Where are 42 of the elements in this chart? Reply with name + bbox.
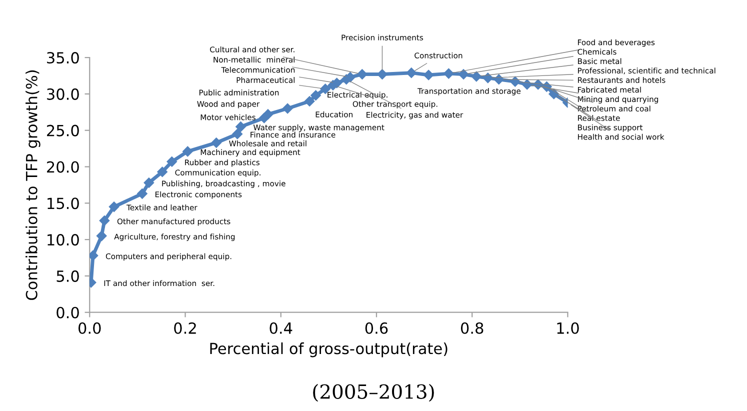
x-tick-label: 0.2 [174,322,196,334]
y-tick-label: 15.0 [48,198,79,210]
point [99,216,110,226]
y-tick-label: 10.0 [48,234,79,246]
point [444,68,454,79]
point [262,109,274,120]
y-tick-label: 0.0 [56,306,79,318]
y-tick-label: 20.0 [47,161,79,173]
point [471,71,482,82]
text: (2005–2013) [313,384,434,402]
point [310,90,321,101]
point [108,202,120,212]
x-axis-title: Percential of gross-output(rate) [210,342,448,358]
point [458,69,469,80]
point [96,230,107,242]
point [522,79,532,90]
x-tick-label: 0.4 [270,322,292,334]
point [482,72,493,84]
y-tick-label: 5.0 [56,270,79,282]
point [232,128,242,140]
point [211,138,222,148]
point [90,250,98,261]
point [137,188,148,199]
y-tick-label: 25.0 [47,124,79,136]
point [304,96,315,106]
x-tick-label: 0.6 [365,322,388,334]
point [357,69,368,80]
y-axis-title: Contribution to TFP growth(%) [26,70,40,300]
point [423,70,434,80]
x-tick-label: 0.0 [78,322,101,334]
point [166,156,177,167]
point [144,178,154,188]
point [282,103,293,114]
y-tick-label: 30.0 [47,88,79,100]
point [406,68,416,78]
point [236,122,246,132]
point [182,146,193,157]
x-tick-label: 1.0 [557,322,579,334]
x-tick-label: 0.8 [460,322,484,334]
y-tick-label: 35.0 [47,52,79,64]
point [377,69,388,80]
point [157,166,168,177]
